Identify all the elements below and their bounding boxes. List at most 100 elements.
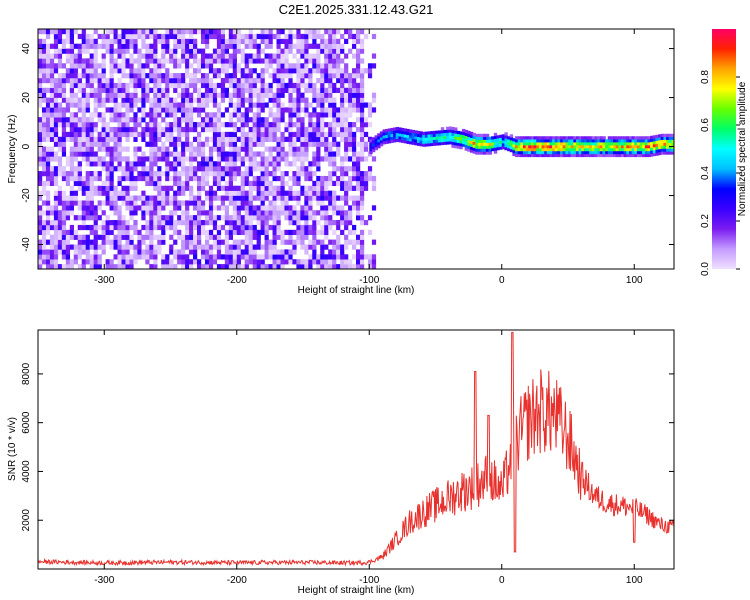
spectrogram-cell xyxy=(216,53,222,59)
spectrogram-cell xyxy=(125,136,130,142)
spectrogram-cell xyxy=(57,53,63,59)
spectrogram-cell xyxy=(591,142,596,146)
spectrogram-cell xyxy=(615,148,620,152)
spectrogram-cell xyxy=(475,151,479,155)
spectrogram-cell xyxy=(621,136,625,140)
spectrogram-cell xyxy=(324,122,329,128)
spectrogram-cell xyxy=(304,68,309,74)
spectrogram-cell xyxy=(464,144,469,148)
spectrogram-cell xyxy=(328,112,333,118)
spectrogram-cell xyxy=(181,146,186,152)
spectrogram-cell xyxy=(93,259,98,265)
spectrogram-cell xyxy=(256,220,261,226)
spectrogram-cell xyxy=(165,190,170,196)
spectrogram-cell xyxy=(336,244,341,250)
spectrogram-cell xyxy=(536,145,540,149)
spectrogram-cell xyxy=(113,63,118,69)
spectrogram-cell xyxy=(316,48,321,54)
spectrogram-cell xyxy=(284,259,289,265)
colorbar-tick-label: 0.4 xyxy=(700,166,711,180)
spectrogram-cell xyxy=(193,38,198,44)
spectrogram-cell xyxy=(105,29,110,35)
spectrogram-cell xyxy=(181,180,186,187)
spectrogram-cell xyxy=(256,33,261,40)
spectrogram-cell xyxy=(208,166,214,172)
spectrogram-cell xyxy=(288,259,293,265)
spectrogram-cell xyxy=(312,234,317,240)
spectrogram-cell xyxy=(85,73,90,79)
spectrogram-cell xyxy=(193,259,198,265)
spectrogram-cell xyxy=(101,210,106,216)
spectrogram-cell xyxy=(546,139,551,143)
spectrogram-cell xyxy=(208,220,214,226)
spectrogram-cell xyxy=(45,122,51,128)
spectrogram-cell xyxy=(232,151,237,157)
spectrogram-cell xyxy=(628,139,633,143)
spectrogram-cell xyxy=(324,195,329,201)
spectrogram-cell xyxy=(65,205,71,211)
spectrogram-cell xyxy=(145,141,150,147)
spectrogram-cell xyxy=(185,112,190,118)
spectrogram-cell xyxy=(173,224,178,231)
spectrogram-cell xyxy=(89,185,94,191)
spectrogram-cell xyxy=(141,63,146,69)
spectrogram-cell xyxy=(264,131,269,138)
spectrogram-cell xyxy=(264,229,269,236)
spectrogram-cell xyxy=(296,146,301,152)
spectrogram-cell xyxy=(197,244,202,250)
spectrogram-cell xyxy=(406,137,410,141)
spectrogram-cell xyxy=(525,150,529,155)
spectrogram-cell xyxy=(165,77,170,84)
spectrogram-cell xyxy=(41,146,47,152)
spectrogram-cell xyxy=(212,146,218,152)
spectrogram-cell xyxy=(644,148,649,152)
spectrogram-cell xyxy=(193,146,198,152)
spectrogram-cell xyxy=(197,151,202,157)
spectrogram-cell xyxy=(363,146,369,152)
spectrogram-cell xyxy=(332,161,337,167)
spectrogram-cell xyxy=(69,29,74,35)
spectrogram-cell xyxy=(570,139,575,143)
spectrogram-cell xyxy=(256,112,261,118)
spectrogram-cell xyxy=(252,180,257,187)
spectrogram-cell xyxy=(332,156,337,162)
spectrogram-cell xyxy=(177,156,182,162)
spectrogram-cell xyxy=(359,156,365,162)
spectrogram-cell xyxy=(45,87,51,93)
spectrogram-cell xyxy=(113,200,118,206)
spectrogram-cell xyxy=(636,150,641,155)
spectrogram-cell xyxy=(304,43,309,49)
spectrogram-cell xyxy=(220,166,226,172)
spectrogram-cell xyxy=(85,175,90,182)
spectrogram-cell xyxy=(328,58,333,64)
spectrogram-cell xyxy=(53,53,59,59)
spectrogram-cell xyxy=(61,117,67,123)
spectrogram-cell xyxy=(212,205,218,211)
spectrogram-cell xyxy=(157,156,162,162)
spectrogram-cell xyxy=(216,29,222,35)
spectrogram-cell xyxy=(169,33,174,40)
spectrogram-cell xyxy=(260,175,265,182)
spectrogram-cell xyxy=(387,140,392,144)
spectrogram-cell xyxy=(340,220,345,226)
spectrogram-cell xyxy=(328,195,333,201)
spectrogram-cell xyxy=(61,112,67,118)
spectrogram-cell xyxy=(93,141,98,147)
spectrogram-cell xyxy=(244,224,249,231)
spectrogram-cell xyxy=(316,254,321,260)
spectrogram-cell xyxy=(149,141,154,147)
spectrogram-cell xyxy=(462,134,466,138)
spectrogram-cell xyxy=(216,131,222,138)
spectrogram-cell xyxy=(216,58,222,64)
spectrogram-cell xyxy=(89,82,94,89)
spectrogram-cell xyxy=(324,146,329,152)
spectrogram-cell xyxy=(200,200,206,206)
spectrogram-cell xyxy=(177,215,182,221)
spectrogram-cell xyxy=(348,156,353,162)
spectrogram-cell xyxy=(328,200,333,206)
spectrogram-cell xyxy=(224,244,230,250)
spectrogram-cell xyxy=(554,136,559,140)
spectrogram-cell xyxy=(320,87,325,93)
spectrogram-cell xyxy=(515,150,519,155)
spectrogram-cell xyxy=(101,43,106,49)
